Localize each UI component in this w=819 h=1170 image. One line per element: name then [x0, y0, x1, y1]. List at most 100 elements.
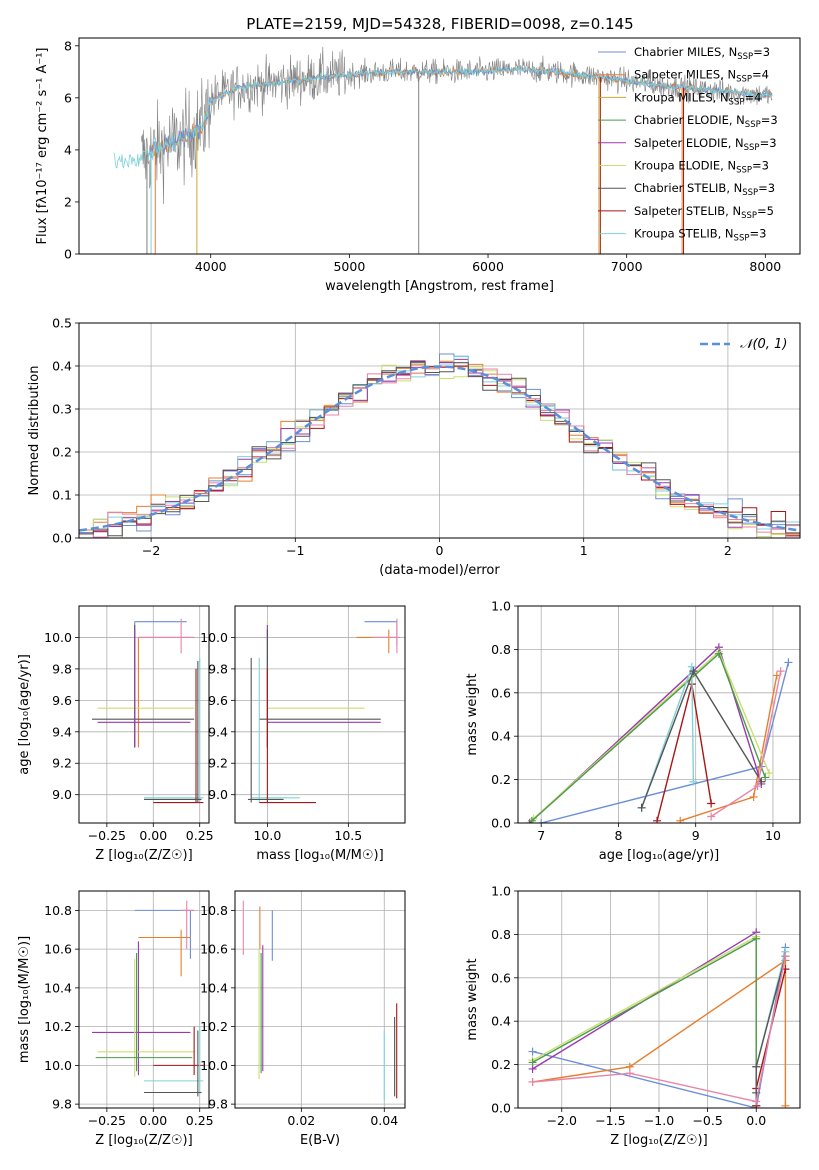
series-8-marker-1 [753, 782, 762, 791]
y-tick-label-3: 0.6 [491, 970, 511, 985]
series-7-marker-0 [637, 803, 646, 812]
y-tick-label-3: 0.3 [52, 402, 72, 417]
series-6-marker-2 [689, 777, 698, 786]
x-tick-label-1: 5000 [333, 259, 365, 274]
y-tick-label-5: 0.5 [52, 316, 72, 331]
y-tick-label-4: 9.8 [208, 661, 228, 676]
y-tick-label-4: 10.6 [200, 942, 228, 957]
x-tick-label-4: 0.0 [746, 1113, 766, 1128]
x-tick-label-4: 8000 [749, 259, 781, 274]
x-tick-label-2: 0.25 [186, 828, 214, 843]
y-tick-label-4: 10.6 [44, 942, 72, 957]
axes-frame [517, 890, 801, 1109]
x-axis-label: Z [log₁₀(Z/Z☉)] [610, 1133, 707, 1148]
x-tick-label-0: 10.0 [253, 828, 281, 843]
axes-frame [234, 605, 406, 824]
x-tick-label-0: 7 [537, 828, 545, 843]
series-4-marker-1 [752, 934, 761, 943]
y-tick-label-5: 1.0 [491, 884, 511, 899]
x-tick-label-0: −0.25 [88, 1113, 126, 1128]
series-6-marker-1 [687, 662, 696, 671]
series-4-marker-2 [761, 773, 770, 782]
y-tick-label-1: 0.2 [491, 772, 511, 787]
legend-entry-0: Chabrier MILES, NSSP=3 [634, 45, 770, 62]
x-axis-label: Z [log₁₀(Z/Z☉)] [95, 1133, 192, 1148]
y-tick-label-0: 0.0 [491, 1101, 511, 1116]
x-axis-label: E(B-V) [300, 1133, 340, 1148]
y-tick-label-5: 10.8 [200, 903, 228, 918]
series-1 [679, 675, 778, 822]
y-tick-label-3: 10.4 [200, 980, 228, 995]
figure-title: PLATE=2159, MJD=54328, FIBERID=0098, z=0… [246, 15, 633, 33]
y-tick-label-2: 9.4 [52, 724, 72, 739]
y-tick-label-5: 10.8 [44, 903, 72, 918]
y-tick-label-0: 0 [64, 247, 72, 262]
series-8-marker-1 [625, 1069, 634, 1078]
x-tick-label-1: 0.00 [139, 1113, 167, 1128]
y-tick-label-1: 2 [64, 194, 72, 209]
legend-entry-4: Salpeter ELODIE, NSSP=3 [634, 136, 777, 153]
x-tick-label-1: 10.5 [334, 828, 362, 843]
panel-mass-vs-ebv: 0.02 0.04 9.8 10.0 10.2 10.4 10.6 10.8 E(B-V) [200, 890, 406, 1148]
series-4-marker-0 [527, 816, 536, 823]
series-3-marker-2 [765, 769, 774, 778]
panel-age-vs-Z: −0.25 0.00 0.25 9.0 9.2 9.4 9.6 9.8 10.0 Z [log₁₀… [17, 605, 214, 863]
x-tick-label-4: 2 [724, 543, 732, 558]
series-4-marker-1 [714, 649, 723, 658]
x-tick-label-3: −0.5 [692, 1113, 722, 1128]
x-tick-label-0: 0.02 [287, 1113, 315, 1128]
x-tick-label-2: 0 [436, 543, 444, 558]
series-5 [656, 683, 712, 821]
x-tick-label-3: 7000 [611, 259, 643, 274]
y-tick-label-0: 9.0 [52, 787, 72, 802]
y-tick-label-2: 10.2 [200, 1019, 228, 1034]
series-8-marker-0 [528, 1077, 537, 1086]
series-8-marker-0 [707, 812, 716, 821]
x-tick-label-0: −2.0 [547, 1113, 577, 1128]
series-4 [532, 937, 757, 1106]
spectrum-model-1 [147, 66, 773, 158]
x-tick-label-0: 4000 [195, 259, 227, 274]
series-8-marker-2 [776, 667, 785, 676]
series-1 [532, 959, 787, 1106]
y-tick-label-4: 9.8 [52, 661, 72, 676]
axes-frame [517, 605, 801, 824]
y-axis-label: mass weight [465, 673, 480, 755]
x-tick-label-0: −2 [142, 543, 160, 558]
series-3 [533, 650, 770, 820]
x-tick-label-0: −0.25 [88, 828, 126, 843]
normal-curve [79, 365, 800, 532]
x-axis-label: age [log₁₀(age/yr)] [599, 848, 720, 863]
y-tick-label-5: 10.0 [200, 630, 228, 645]
x-tick-label-1: 8 [614, 828, 622, 843]
x-tick-label-2: 9 [692, 828, 700, 843]
y-tick-label-3: 6 [64, 90, 72, 105]
x-tick-label-1: 0.04 [370, 1113, 398, 1128]
y-tick-label-4: 0.8 [491, 642, 511, 657]
y-tick-label-0: 9.8 [52, 1097, 72, 1112]
y-tick-label-0: 9.0 [208, 787, 228, 802]
y-tick-label-3: 9.6 [208, 693, 228, 708]
series-7-marker-1 [752, 1062, 761, 1071]
series-1-marker-1 [749, 792, 758, 801]
axes-frame [234, 890, 406, 1109]
axes-frame [78, 37, 801, 255]
x-tick-label-2: 6000 [472, 259, 504, 274]
x-tick-label-3: 10 [765, 828, 781, 843]
series-0-marker-0 [528, 1047, 537, 1056]
x-tick-label-1: 0.00 [139, 828, 167, 843]
panel-mass-vs-Z: −0.25 0.00 0.25 9.8 10.0 10.2 10.4 10.6 10.8 Z [l… [17, 890, 214, 1148]
series-7-marker-0 [752, 1088, 761, 1097]
legend-entry-3: Chabrier ELODIE, NSSP=3 [634, 113, 778, 130]
y-tick-label-4: 8 [64, 38, 72, 53]
x-tick-label-1: −1.5 [595, 1113, 625, 1128]
y-tick-label-5: 1.0 [491, 599, 511, 614]
legend-entry-6: Chabrier STELIB, NSSP=3 [634, 181, 775, 198]
legend-entry-1: Salpeter MILES, NSSP=4 [634, 68, 769, 85]
y-tick-label-1: 0.2 [491, 1057, 511, 1072]
axes-frame [78, 322, 801, 539]
legend-normal-label: 𝒩(0, 1) [740, 337, 787, 352]
y-tick-label-3: 0.6 [491, 685, 511, 700]
y-tick-label-1: 9.2 [208, 756, 228, 771]
